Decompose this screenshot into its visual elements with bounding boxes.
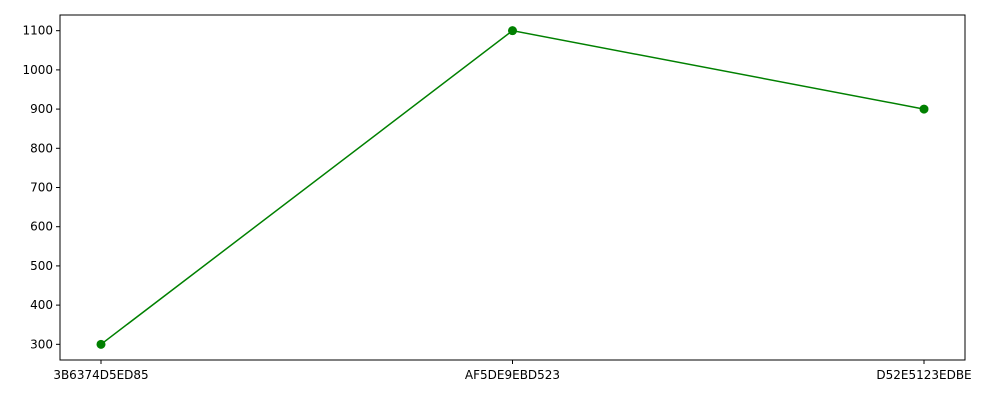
x-tick-label: 3B6374D5ED85 bbox=[53, 368, 148, 382]
data-point bbox=[96, 339, 106, 349]
plot-area bbox=[60, 15, 965, 360]
y-tick-label: 1000 bbox=[22, 63, 53, 77]
x-axis: 3B6374D5ED85 AF5DE9EBD523 D52E5123EDBE bbox=[53, 360, 972, 382]
data-point bbox=[508, 26, 517, 36]
y-tick-label: 1100 bbox=[22, 24, 53, 38]
y-tick-label: 800 bbox=[30, 141, 53, 155]
y-tick-label: 300 bbox=[30, 337, 53, 351]
y-tick-label: 400 bbox=[30, 298, 53, 312]
x-tick-label: D52E5123EDBE bbox=[876, 368, 971, 382]
x-tick-label: AF5DE9EBD523 bbox=[465, 368, 560, 382]
plot-frame bbox=[59, 14, 966, 361]
series-layer bbox=[96, 26, 929, 349]
y-tick-label: 600 bbox=[30, 220, 53, 234]
data-point bbox=[919, 104, 929, 114]
y-axis: 300 400 500 600 700 800 900 1000 1100 bbox=[22, 24, 60, 351]
y-tick-label: 700 bbox=[30, 181, 53, 195]
y-tick-label: 900 bbox=[30, 102, 53, 116]
y-tick-label: 500 bbox=[30, 259, 53, 273]
